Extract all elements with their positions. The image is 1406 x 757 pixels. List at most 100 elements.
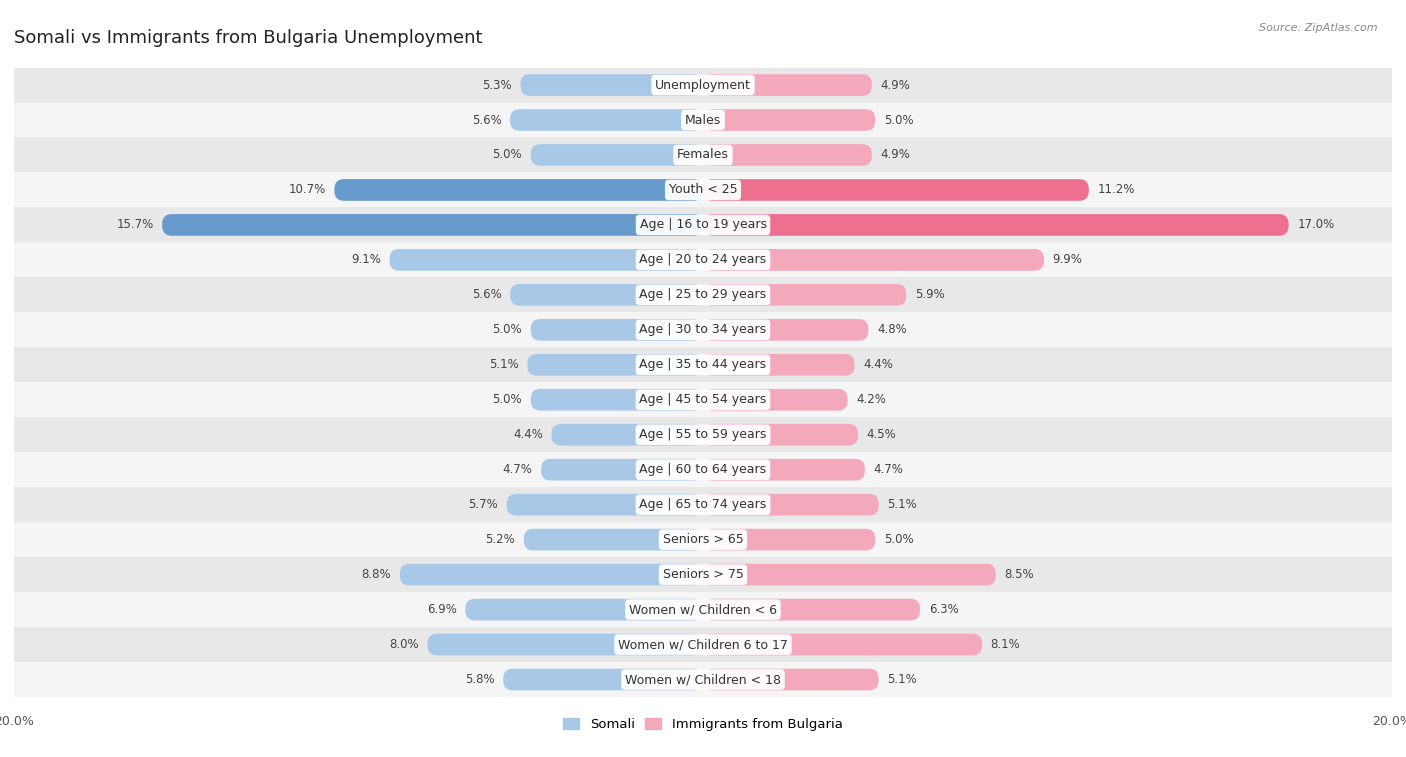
Text: Women w/ Children < 18: Women w/ Children < 18: [626, 673, 780, 686]
Text: 5.7%: 5.7%: [468, 498, 498, 511]
Bar: [14, 382, 1392, 417]
Text: Age | 55 to 59 years: Age | 55 to 59 years: [640, 428, 766, 441]
FancyBboxPatch shape: [703, 564, 995, 585]
Bar: [14, 522, 1392, 557]
FancyBboxPatch shape: [703, 74, 872, 96]
Text: Age | 35 to 44 years: Age | 35 to 44 years: [640, 358, 766, 371]
FancyBboxPatch shape: [703, 494, 879, 516]
Bar: [14, 488, 1392, 522]
FancyBboxPatch shape: [703, 249, 1045, 271]
Text: 5.0%: 5.0%: [884, 533, 914, 546]
Text: Age | 20 to 24 years: Age | 20 to 24 years: [640, 254, 766, 266]
FancyBboxPatch shape: [465, 599, 703, 621]
Bar: [14, 627, 1392, 662]
Bar: [14, 662, 1392, 697]
Bar: [14, 102, 1392, 138]
FancyBboxPatch shape: [703, 284, 907, 306]
FancyBboxPatch shape: [399, 564, 703, 585]
Text: 8.8%: 8.8%: [361, 568, 391, 581]
Text: 15.7%: 15.7%: [117, 219, 153, 232]
Text: Females: Females: [678, 148, 728, 161]
Text: 5.6%: 5.6%: [472, 114, 502, 126]
Text: 4.5%: 4.5%: [866, 428, 897, 441]
Text: 5.3%: 5.3%: [482, 79, 512, 92]
Text: Age | 25 to 29 years: Age | 25 to 29 years: [640, 288, 766, 301]
Text: Seniors > 75: Seniors > 75: [662, 568, 744, 581]
Bar: [14, 452, 1392, 488]
Text: Unemployment: Unemployment: [655, 79, 751, 92]
Text: 4.8%: 4.8%: [877, 323, 907, 336]
FancyBboxPatch shape: [703, 668, 879, 690]
Bar: [14, 207, 1392, 242]
Text: 8.0%: 8.0%: [389, 638, 419, 651]
FancyBboxPatch shape: [531, 389, 703, 410]
Text: 4.9%: 4.9%: [880, 148, 910, 161]
Text: 5.2%: 5.2%: [485, 533, 515, 546]
Text: Women w/ Children 6 to 17: Women w/ Children 6 to 17: [619, 638, 787, 651]
Text: 4.7%: 4.7%: [502, 463, 533, 476]
FancyBboxPatch shape: [510, 109, 703, 131]
Bar: [14, 67, 1392, 102]
FancyBboxPatch shape: [524, 529, 703, 550]
Text: Age | 60 to 64 years: Age | 60 to 64 years: [640, 463, 766, 476]
Text: 5.0%: 5.0%: [492, 148, 522, 161]
FancyBboxPatch shape: [510, 284, 703, 306]
Text: 9.1%: 9.1%: [352, 254, 381, 266]
Text: 9.9%: 9.9%: [1053, 254, 1083, 266]
Text: Women w/ Children < 6: Women w/ Children < 6: [628, 603, 778, 616]
FancyBboxPatch shape: [551, 424, 703, 446]
Text: Age | 65 to 74 years: Age | 65 to 74 years: [640, 498, 766, 511]
Text: Seniors > 65: Seniors > 65: [662, 533, 744, 546]
FancyBboxPatch shape: [427, 634, 703, 656]
Text: 4.2%: 4.2%: [856, 394, 886, 407]
Text: Age | 45 to 54 years: Age | 45 to 54 years: [640, 394, 766, 407]
Text: 5.1%: 5.1%: [887, 498, 917, 511]
FancyBboxPatch shape: [162, 214, 703, 235]
Bar: [14, 347, 1392, 382]
Text: Somali vs Immigrants from Bulgaria Unemployment: Somali vs Immigrants from Bulgaria Unemp…: [14, 29, 482, 47]
Text: 5.0%: 5.0%: [492, 394, 522, 407]
Text: 4.9%: 4.9%: [880, 79, 910, 92]
FancyBboxPatch shape: [703, 599, 920, 621]
Text: 11.2%: 11.2%: [1098, 183, 1135, 197]
Bar: [14, 313, 1392, 347]
FancyBboxPatch shape: [703, 634, 981, 656]
FancyBboxPatch shape: [541, 459, 703, 481]
Text: 6.3%: 6.3%: [928, 603, 959, 616]
Text: 5.9%: 5.9%: [915, 288, 945, 301]
Text: Males: Males: [685, 114, 721, 126]
Bar: [14, 557, 1392, 592]
FancyBboxPatch shape: [527, 354, 703, 375]
Text: 4.7%: 4.7%: [873, 463, 904, 476]
FancyBboxPatch shape: [703, 459, 865, 481]
Text: 4.4%: 4.4%: [513, 428, 543, 441]
FancyBboxPatch shape: [703, 214, 1289, 235]
FancyBboxPatch shape: [703, 529, 875, 550]
Legend: Somali, Immigrants from Bulgaria: Somali, Immigrants from Bulgaria: [558, 712, 848, 736]
FancyBboxPatch shape: [531, 319, 703, 341]
Text: Age | 16 to 19 years: Age | 16 to 19 years: [640, 219, 766, 232]
Text: 8.5%: 8.5%: [1004, 568, 1033, 581]
FancyBboxPatch shape: [703, 144, 872, 166]
Text: 5.8%: 5.8%: [465, 673, 495, 686]
Text: 5.0%: 5.0%: [884, 114, 914, 126]
FancyBboxPatch shape: [703, 109, 875, 131]
FancyBboxPatch shape: [703, 389, 848, 410]
FancyBboxPatch shape: [506, 494, 703, 516]
FancyBboxPatch shape: [703, 319, 869, 341]
Text: 4.4%: 4.4%: [863, 358, 893, 371]
FancyBboxPatch shape: [531, 144, 703, 166]
FancyBboxPatch shape: [703, 424, 858, 446]
Text: 5.1%: 5.1%: [887, 673, 917, 686]
Text: 5.6%: 5.6%: [472, 288, 502, 301]
FancyBboxPatch shape: [335, 179, 703, 201]
Text: 8.1%: 8.1%: [991, 638, 1021, 651]
FancyBboxPatch shape: [503, 668, 703, 690]
Bar: [14, 173, 1392, 207]
Bar: [14, 277, 1392, 313]
FancyBboxPatch shape: [389, 249, 703, 271]
Text: 6.9%: 6.9%: [427, 603, 457, 616]
Bar: [14, 417, 1392, 452]
Bar: [14, 242, 1392, 277]
FancyBboxPatch shape: [703, 354, 855, 375]
